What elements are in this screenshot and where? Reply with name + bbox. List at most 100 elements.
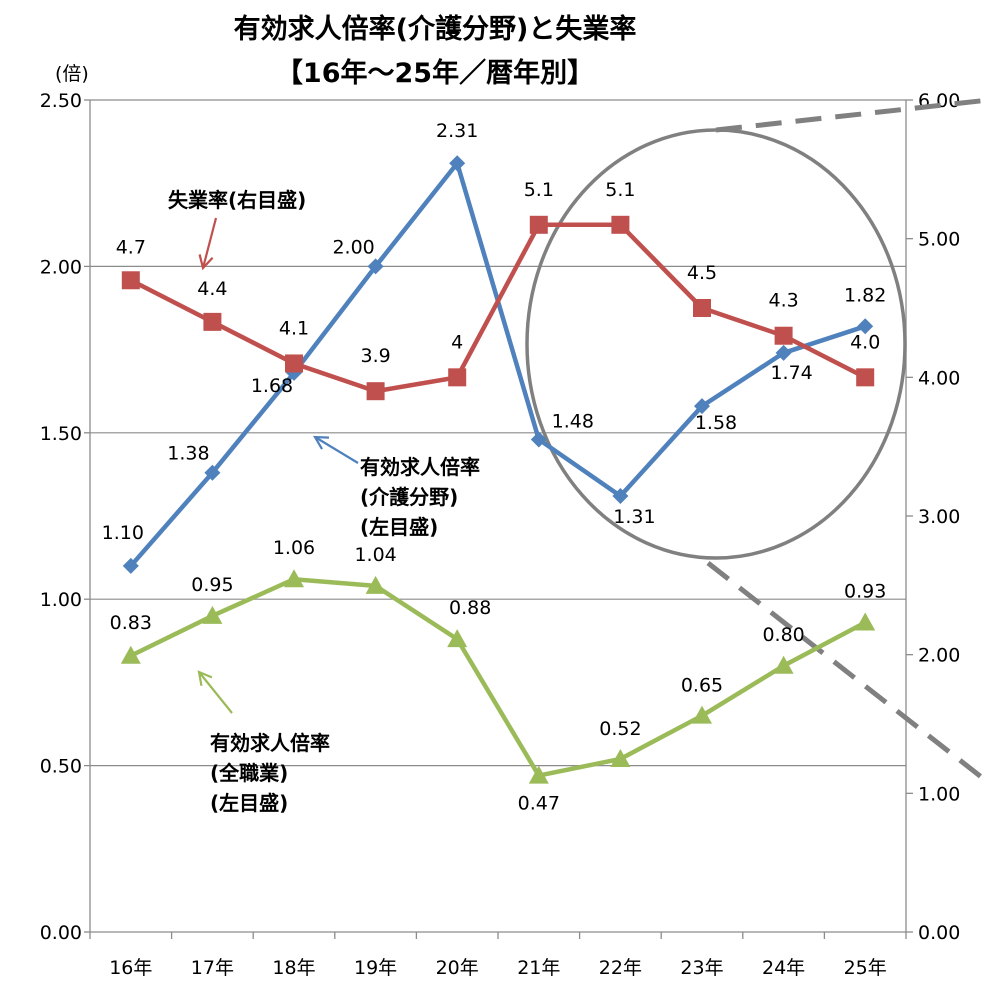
data-label: 0.52 xyxy=(599,718,641,740)
data-point-marker xyxy=(365,575,386,594)
data-point-marker xyxy=(447,629,468,648)
x-tick-label: 23年 xyxy=(680,957,723,979)
annotation-all-jobs-ratio: 有効求人倍率 xyxy=(210,731,330,755)
data-label: 5.1 xyxy=(524,179,554,201)
annotation-care-ratio: (左目盛) xyxy=(360,515,438,539)
data-point-marker xyxy=(120,645,141,664)
y-left-tick-label: 2.50 xyxy=(40,90,82,112)
data-label: 4 xyxy=(451,331,463,353)
y-right-tick-label: 4.00 xyxy=(918,367,960,389)
data-point-marker xyxy=(121,271,140,290)
data-point-marker xyxy=(367,258,384,275)
data-point-marker xyxy=(122,557,139,574)
data-point-marker xyxy=(612,488,629,505)
y-right-tick-label: 3.00 xyxy=(918,506,960,528)
annotation-all-jobs-ratio: (左目盛) xyxy=(210,791,288,815)
data-label: 1.31 xyxy=(613,506,655,528)
axes: 0.00 0.50 1.00 1.50 2.00 2.50 0.00 1.00 2.00 3.00… xyxy=(40,90,961,979)
series-line xyxy=(129,222,867,394)
annotation-arrow xyxy=(314,436,359,464)
data-label: 0.47 xyxy=(518,793,560,815)
data-point-marker xyxy=(775,344,792,361)
data-point-marker xyxy=(856,368,875,387)
data-point-marker xyxy=(692,705,712,724)
data-label: 4.1 xyxy=(279,317,309,339)
data-label: 0.80 xyxy=(762,624,804,646)
zoom-guide-line xyxy=(715,97,989,133)
data-label: 0.88 xyxy=(449,597,491,619)
data-point-marker xyxy=(448,368,467,387)
data-label: 4.5 xyxy=(687,262,717,284)
y-left-tick-label: 0.00 xyxy=(40,922,82,944)
annotation-arrow xyxy=(313,435,330,450)
y-left-tick-label: 2.00 xyxy=(40,256,82,278)
data-point-marker xyxy=(202,605,223,624)
series-triangle: 0.83 0.95 1.06 1.04 0.88 0.47 0.52 0.65 0.80 0.93 xyxy=(110,537,887,814)
annotation-care-ratio: (介護分野) xyxy=(360,485,458,509)
data-label: 4.7 xyxy=(116,236,146,258)
y-left-tick-label: 1.00 xyxy=(40,589,82,611)
y-left-tick-label: 0.50 xyxy=(40,756,82,778)
y-right-tick-label: 5.00 xyxy=(918,229,960,251)
data-point-marker xyxy=(855,612,876,631)
annotation-arrow xyxy=(198,254,214,271)
data-point-marker xyxy=(693,299,711,317)
data-label: 0.83 xyxy=(110,612,152,634)
data-label: 4.3 xyxy=(768,290,798,312)
data-point-marker xyxy=(528,765,549,784)
chart-title: 有効求人倍率(介護分野)と失業率 xyxy=(234,13,637,45)
annotation-arrow xyxy=(197,670,213,686)
data-label: 3.9 xyxy=(360,345,390,367)
data-point-marker xyxy=(529,215,548,234)
data-point-marker xyxy=(204,464,221,481)
data-point-marker xyxy=(610,748,631,767)
x-tick-label: 24年 xyxy=(762,957,805,979)
x-tick-label: 25年 xyxy=(844,957,887,979)
series-line xyxy=(129,160,866,568)
x-tick-label: 18年 xyxy=(272,957,315,979)
data-label: 1.06 xyxy=(273,537,315,559)
y-left-tick-label: 1.50 xyxy=(40,423,82,445)
data-label: 4.0 xyxy=(850,331,880,353)
data-point-marker xyxy=(530,431,547,448)
x-tick-label: 17年 xyxy=(191,957,234,979)
series: 1.10 1.38 1.68 2.00 2.31 1.48 1.31 1.58 1.74 1.82… xyxy=(102,120,887,814)
data-label: 1.68 xyxy=(251,375,293,397)
data-label: 2.31 xyxy=(436,120,478,142)
data-point-marker xyxy=(203,312,222,331)
x-tick-label: 19年 xyxy=(354,957,397,979)
data-point-marker xyxy=(285,354,303,373)
x-tick-label: 21年 xyxy=(517,957,560,979)
highlight-ellipse xyxy=(525,128,907,560)
gridlines xyxy=(90,99,906,767)
data-point-marker xyxy=(694,398,710,415)
series-line xyxy=(129,576,867,778)
annotation-arrow xyxy=(201,217,218,269)
data-label: 0.65 xyxy=(681,675,723,697)
y-right-tick-label: 2.00 xyxy=(918,645,960,667)
data-label: 5.1 xyxy=(605,179,635,201)
data-label: 0.93 xyxy=(844,580,886,602)
data-point-marker xyxy=(857,318,874,335)
x-tick-label: 20年 xyxy=(436,957,479,979)
annotation-care-ratio: 有効求人倍率 xyxy=(360,455,480,479)
data-label: 1.04 xyxy=(354,544,396,566)
data-label: 4.4 xyxy=(197,278,227,300)
data-label: 1.48 xyxy=(552,410,594,432)
data-point-marker xyxy=(366,382,385,401)
data-label: 1.82 xyxy=(844,284,886,306)
annotation-all-jobs-ratio: (全職業) xyxy=(210,761,288,785)
x-tick-label: 16年 xyxy=(109,957,152,979)
data-label: 1.74 xyxy=(770,362,812,384)
annotation-unemployment: 失業率(右目盛) xyxy=(168,188,306,212)
data-label: 0.95 xyxy=(191,574,233,596)
data-label: 2.00 xyxy=(332,236,374,258)
data-point-marker xyxy=(774,326,793,345)
data-label: 1.38 xyxy=(167,443,209,465)
y-right-tick-label: 0.00 xyxy=(918,922,960,944)
data-label: 1.58 xyxy=(695,412,737,434)
zoom-guide-line xyxy=(706,561,989,785)
data-point-marker xyxy=(449,155,466,172)
data-point-marker xyxy=(284,569,304,588)
